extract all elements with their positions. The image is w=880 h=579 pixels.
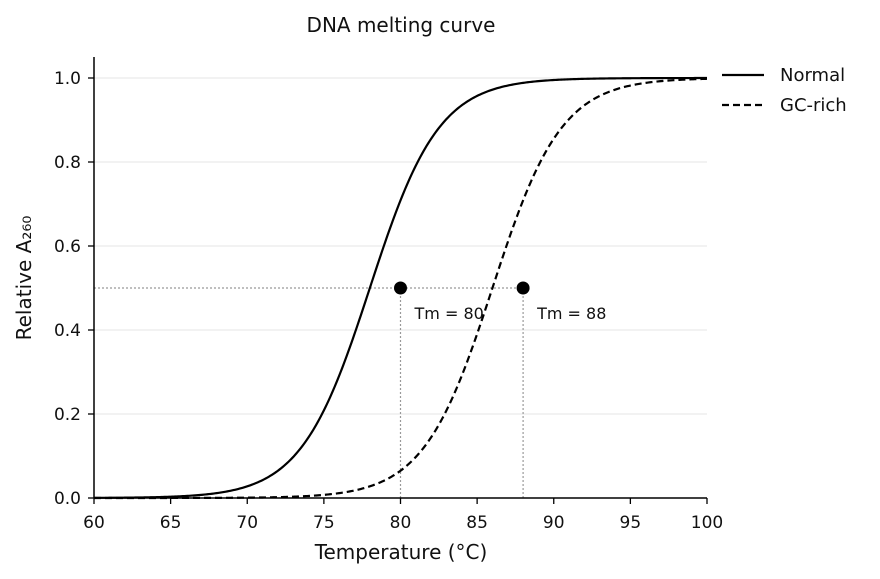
tm-annotation-1: Tm = 88 bbox=[536, 304, 606, 323]
x-axis-label: Temperature (°C) bbox=[314, 540, 488, 564]
y-tick-label-0: 0.0 bbox=[54, 489, 81, 509]
tm-marker-1 bbox=[516, 281, 530, 295]
y-tick-label-4: 0.8 bbox=[54, 153, 81, 173]
reference-lines bbox=[94, 287, 524, 498]
y-tick-label-3: 0.6 bbox=[54, 237, 81, 257]
x-tick-label-5: 85 bbox=[466, 513, 488, 533]
legend: Normal GC-rich bbox=[722, 65, 847, 116]
x-tick-label-3: 75 bbox=[313, 513, 335, 533]
tm-annotation-0: Tm = 80 bbox=[414, 304, 484, 323]
x-axis-ticks: 60 65 70 75 80 85 90 95 100 bbox=[83, 498, 723, 533]
grid-lines bbox=[94, 77, 707, 415]
y-tick-label-2: 0.4 bbox=[54, 321, 81, 341]
chart-title: DNA melting curve bbox=[307, 13, 496, 37]
tm-marker-0 bbox=[394, 281, 407, 295]
series-line-normal bbox=[93, 76, 707, 499]
y-tick-label-5: 1.0 bbox=[54, 69, 81, 89]
x-tick-label-2: 70 bbox=[236, 513, 258, 533]
x-tick-label-0: 60 bbox=[83, 513, 105, 533]
x-tick-label-4: 80 bbox=[390, 513, 412, 533]
legend-label-0: Normal bbox=[780, 65, 845, 86]
tm-markers: Tm = 80 Tm = 88 bbox=[394, 281, 606, 323]
y-axis-ticks: 0.0 0.2 0.4 0.6 0.8 1.0 bbox=[54, 69, 94, 509]
x-tick-label-1: 65 bbox=[160, 513, 182, 533]
axes bbox=[93, 57, 707, 499]
x-tick-label-7: 95 bbox=[620, 513, 642, 533]
x-tick-label-6: 90 bbox=[543, 513, 565, 533]
legend-label-1: GC-rich bbox=[780, 95, 847, 116]
y-tick-label-1: 0.2 bbox=[54, 405, 81, 425]
y-axis-label: Relative A₂₆₀ bbox=[12, 216, 36, 341]
x-tick-label-8: 100 bbox=[691, 513, 723, 533]
